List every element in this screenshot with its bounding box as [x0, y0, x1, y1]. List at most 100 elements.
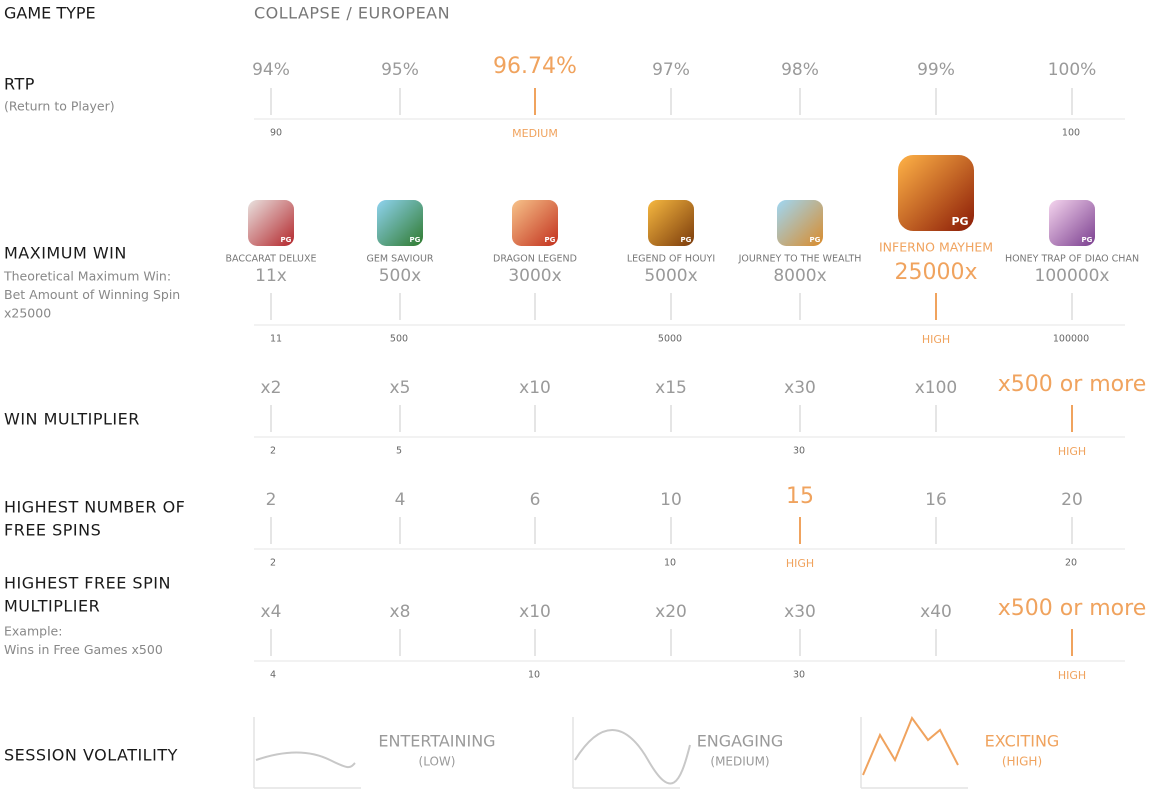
- option: 11x: [255, 266, 287, 286]
- game-icon: [898, 155, 974, 231]
- row-note: Bet Amount of Winning Spin: [4, 287, 180, 302]
- game-icon: [248, 200, 294, 246]
- icon-badge: PG: [410, 236, 421, 244]
- option: x15: [655, 378, 687, 398]
- row-note: Example:: [4, 624, 62, 639]
- option: x100: [915, 378, 958, 398]
- option: 100%: [1048, 60, 1097, 80]
- game-name: DRAGON LEGEND: [493, 254, 577, 265]
- option: x2: [261, 378, 282, 398]
- scale-label: 11: [270, 334, 282, 345]
- option: 6: [530, 490, 541, 510]
- row-note: Wins in Free Games x500: [4, 642, 163, 657]
- volatility-level: (LOW): [419, 755, 456, 769]
- row-note: (Return to Player): [4, 99, 115, 114]
- icon-badge: PG: [951, 215, 968, 228]
- option: 100000x: [1035, 266, 1110, 286]
- scale-label: 500: [390, 334, 408, 345]
- scale-label: 100000: [1053, 334, 1089, 345]
- game-icon: [648, 200, 694, 246]
- option: 16: [925, 490, 947, 510]
- scale-label: HIGH: [922, 333, 950, 346]
- icon-badge: PG: [545, 236, 556, 244]
- volatility-curve: [862, 715, 959, 776]
- scale-label: 20: [1065, 558, 1077, 569]
- option-selected: 96.74%: [493, 54, 577, 79]
- row-label: SESSION VOLATILITY: [4, 746, 178, 765]
- option: 4: [395, 490, 406, 510]
- row-note: x25000: [4, 306, 51, 321]
- game-icon: [512, 200, 558, 246]
- option-selected: 15: [786, 484, 814, 509]
- scale-label: HIGH: [786, 557, 814, 570]
- scale-label: HIGH: [1058, 669, 1086, 682]
- game-icon: [1049, 200, 1095, 246]
- option: 97%: [652, 60, 690, 80]
- row-label: GAME TYPE: [4, 4, 96, 23]
- scale-label: 5000: [658, 334, 682, 345]
- game-name: BACCARAT DELUXE: [225, 254, 316, 265]
- row-label: HIGHEST NUMBER OF: [4, 498, 185, 517]
- volatility-curve: [574, 729, 691, 785]
- option: x40: [920, 602, 952, 622]
- option: 5000x: [644, 266, 697, 286]
- option: 20: [1061, 490, 1083, 510]
- scale-label: 100: [1062, 128, 1080, 139]
- row-label: RTP: [4, 75, 35, 94]
- option: 500x: [379, 266, 422, 286]
- game-name: JOURNEY TO THE WEALTH: [738, 254, 862, 265]
- option: x30: [784, 602, 816, 622]
- option-selected: x500 or more: [998, 372, 1147, 397]
- option: 3000x: [508, 266, 561, 286]
- scale-label: 4: [270, 670, 276, 681]
- row-label: HIGHEST FREE SPIN: [4, 574, 171, 593]
- row-label: FREE SPINS: [4, 521, 101, 540]
- scale-label: 30: [793, 670, 805, 681]
- scale-label: MEDIUM: [512, 127, 558, 140]
- game-icon: [777, 200, 823, 246]
- scale-label: 10: [664, 558, 676, 569]
- option-selected: x500 or more: [998, 596, 1147, 621]
- scale-label: 2: [270, 558, 276, 569]
- game-name: LEGEND OF HOUYI: [627, 254, 715, 265]
- volatility-name: ENTERTAINING: [378, 732, 495, 751]
- row-note: Theoretical Maximum Win:: [3, 269, 171, 284]
- icon-badge: PG: [810, 236, 821, 244]
- option: x10: [519, 602, 551, 622]
- game-name: GEM SAVIOUR: [366, 254, 433, 265]
- game-type-value: COLLAPSE / EUROPEAN: [254, 4, 450, 23]
- volatility-name: EXCITING: [985, 732, 1060, 751]
- row-label: MULTIPLIER: [4, 597, 100, 616]
- game-name: HONEY TRAP OF DIAO CHAN: [1005, 254, 1139, 265]
- row-label: MAXIMUM WIN: [4, 244, 127, 263]
- volatility-curve: [255, 751, 356, 769]
- option: 98%: [781, 60, 819, 80]
- volatility-level: (MEDIUM): [710, 755, 769, 769]
- game-icon: [377, 200, 423, 246]
- option: x10: [519, 378, 551, 398]
- option: x30: [784, 378, 816, 398]
- option: 95%: [381, 60, 419, 80]
- option-selected: 25000x: [894, 260, 977, 285]
- scale-label: 10: [528, 670, 540, 681]
- icon-badge: PG: [1082, 236, 1093, 244]
- volatility-name: ENGAGING: [697, 732, 784, 751]
- scale-label: 90: [270, 128, 282, 139]
- scale-label: 2: [270, 446, 276, 457]
- option: x20: [655, 602, 687, 622]
- icon-badge: PG: [281, 236, 292, 244]
- scale-label: 5: [396, 446, 402, 457]
- volatility-level: (HIGH): [1002, 755, 1042, 769]
- option: x8: [390, 602, 411, 622]
- icon-badge: PG: [681, 236, 692, 244]
- option: x4: [261, 602, 282, 622]
- option: 2: [266, 490, 277, 510]
- row-label: WIN MULTIPLIER: [4, 410, 140, 429]
- option: 94%: [252, 60, 290, 80]
- scale-label: HIGH: [1058, 445, 1086, 458]
- option: 99%: [917, 60, 955, 80]
- game-name-selected: INFERNO MAYHEM: [879, 240, 993, 255]
- option: 8000x: [773, 266, 826, 286]
- scale-label: 30: [793, 446, 805, 457]
